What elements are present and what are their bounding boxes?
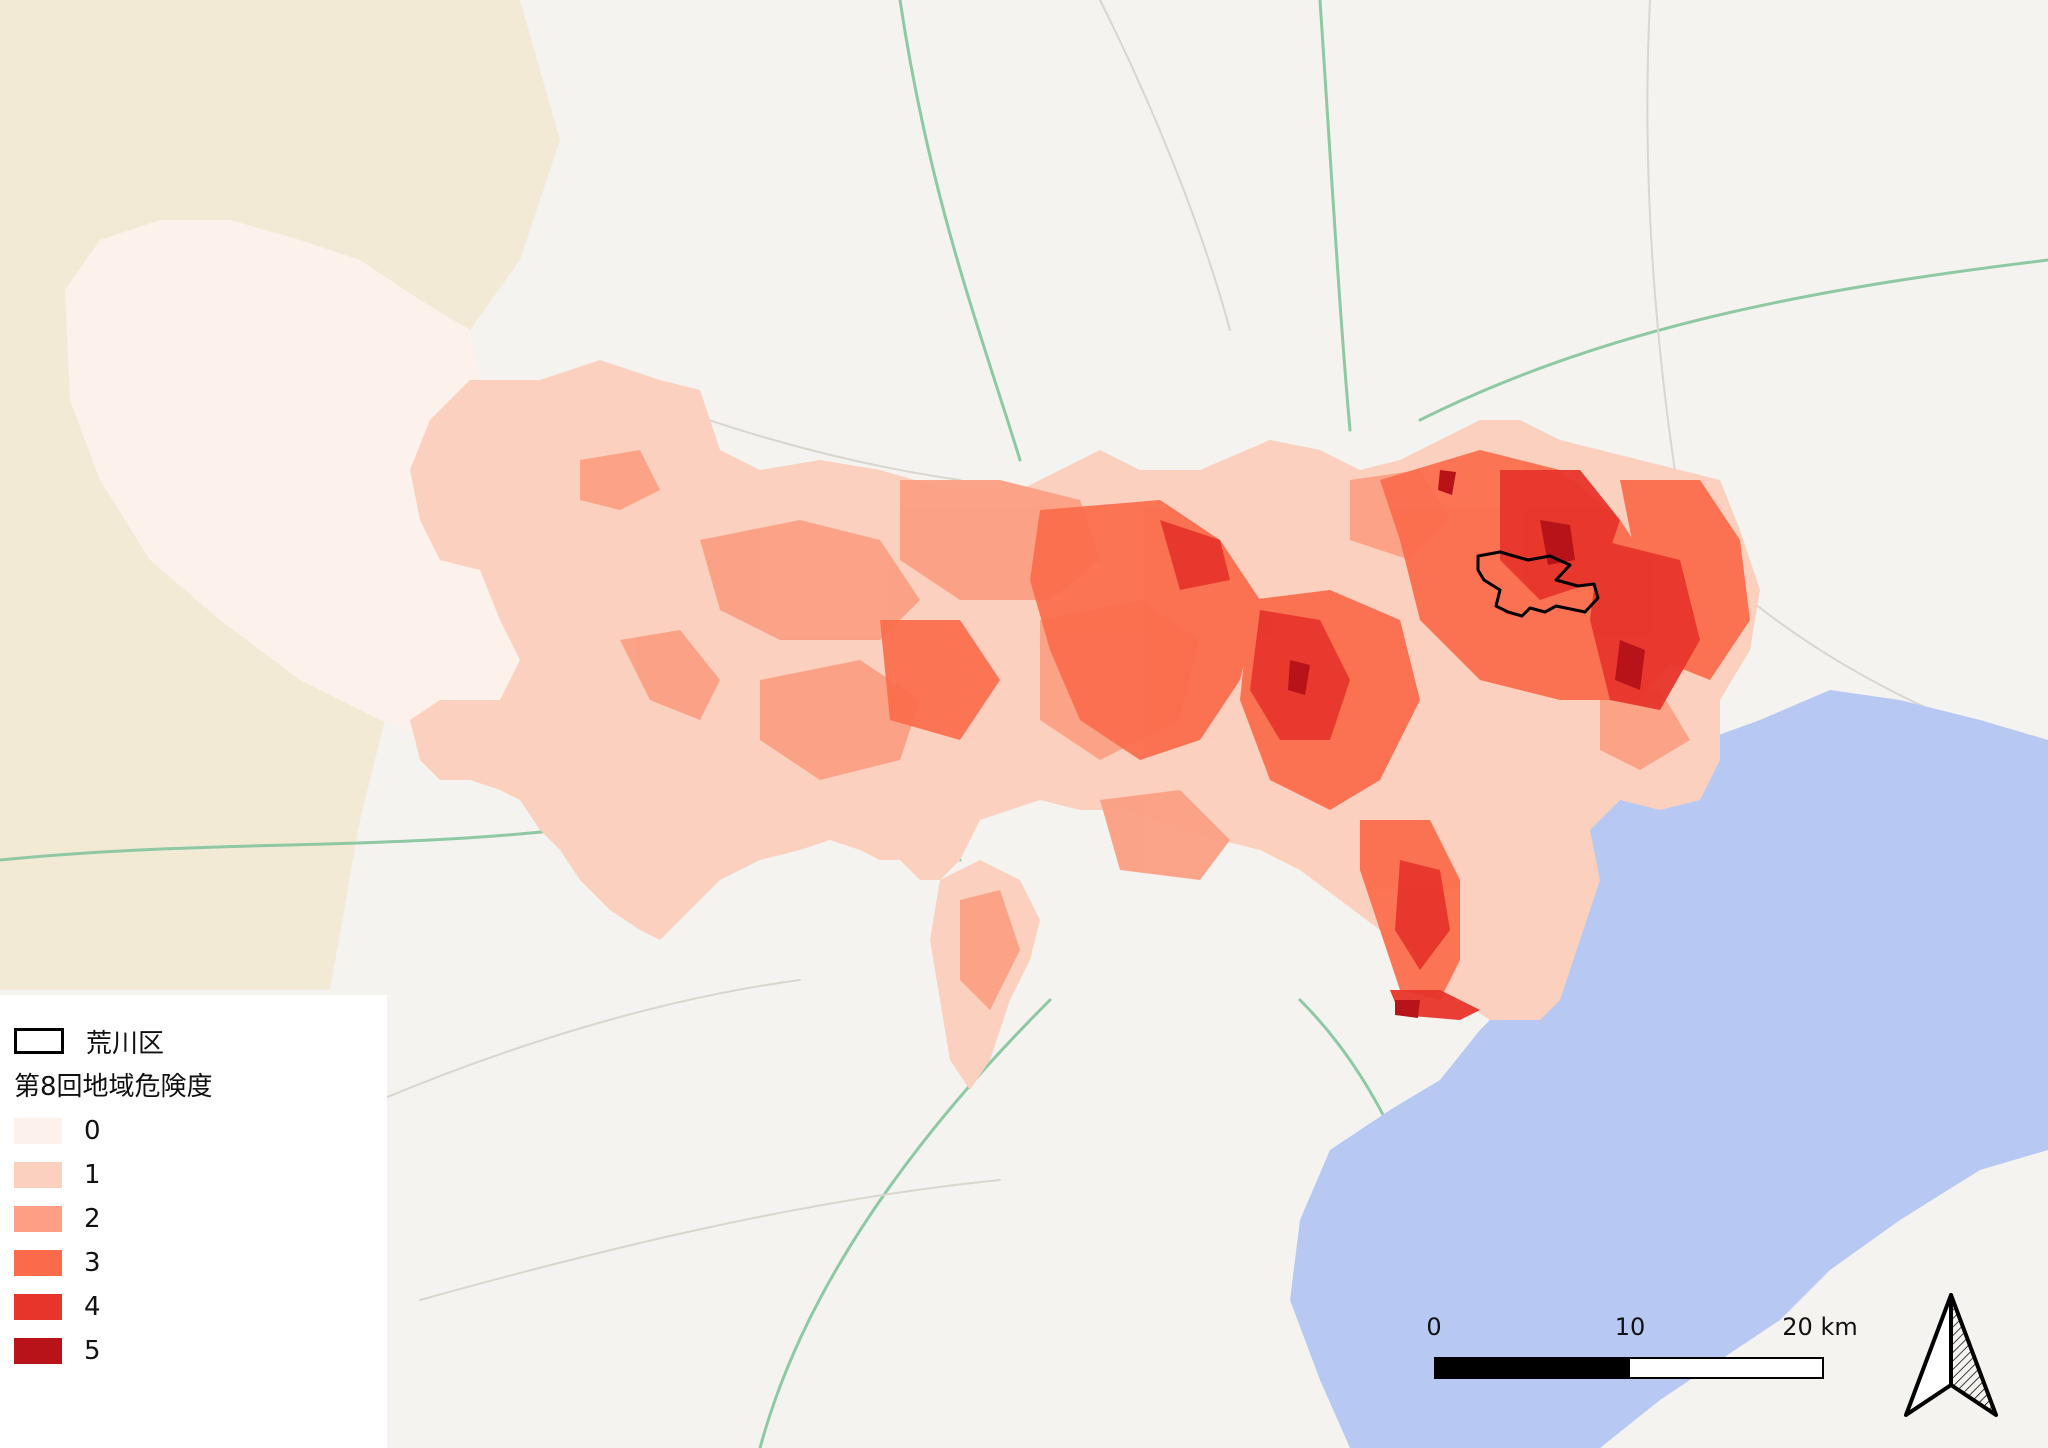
legend-item: 0 — [14, 1109, 387, 1153]
legend-swatch-0 — [14, 1118, 62, 1144]
legend-swatch-2 — [14, 1206, 62, 1232]
legend-item: 3 — [14, 1241, 387, 1285]
legend-swatch-1 — [14, 1162, 62, 1188]
legend-outline-row: 荒川区 — [14, 1019, 387, 1063]
legend-item: 5 — [14, 1329, 387, 1373]
legend-label-0: 0 — [84, 1116, 101, 1146]
bay-inlet — [1660, 840, 1780, 930]
legend-label-3: 3 — [84, 1248, 101, 1278]
scale-bar-white-segment — [1628, 1357, 1824, 1379]
scale-bar: 0 10 20 km — [1420, 1305, 1858, 1385]
legend-title: 第8回地域危険度 — [14, 1072, 213, 1102]
map-legend: 荒川区 第8回地域危険度 0 1 2 3 4 5 — [0, 995, 387, 1448]
legend-outline-label: 荒川区 — [86, 1028, 165, 1059]
arakawa-ward-outline — [1476, 550, 1600, 618]
legend-swatch-3 — [14, 1250, 62, 1276]
north-arrow-icon — [1904, 1293, 1998, 1417]
legend-label-5: 5 — [84, 1336, 101, 1366]
tokyo-bay — [1290, 690, 2048, 1448]
legend-swatch-4 — [14, 1294, 62, 1320]
scale-label-0: 0 — [1426, 1313, 1442, 1341]
legend-item: 4 — [14, 1285, 387, 1329]
legend-item: 2 — [14, 1197, 387, 1241]
scale-label-10: 10 — [1614, 1313, 1646, 1341]
zone-level-0 — [65, 220, 580, 745]
legend-label-4: 4 — [84, 1292, 101, 1322]
legend-label-2: 2 — [84, 1204, 101, 1234]
zone-level-5 — [1288, 470, 1645, 1018]
legend-swatch-5 — [14, 1338, 62, 1364]
legend-outline-swatch — [14, 1028, 64, 1054]
legend-label-1: 1 — [84, 1160, 101, 1190]
legend-item: 1 — [14, 1153, 387, 1197]
scale-label-20: 20 km — [1782, 1313, 1858, 1341]
scale-bar-black-segment — [1434, 1357, 1630, 1379]
